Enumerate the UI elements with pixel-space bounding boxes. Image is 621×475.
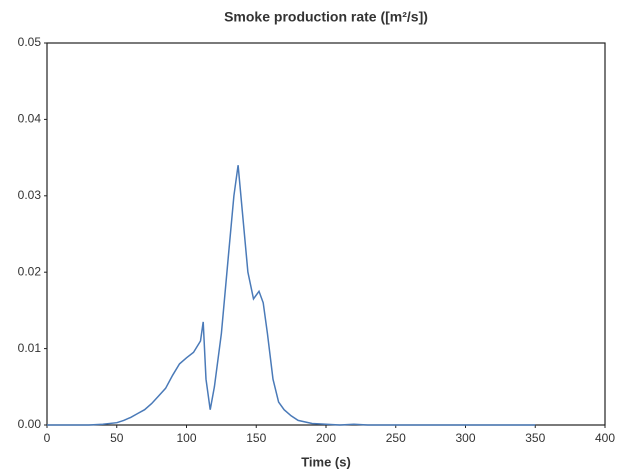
y-tick-label: 0.05 xyxy=(18,35,42,49)
data-line xyxy=(47,165,536,426)
x-tick-label: 50 xyxy=(110,431,124,445)
x-tick-label: 200 xyxy=(316,431,336,445)
x-axis-label: Time (s) xyxy=(301,454,351,469)
y-tick-label: 0.00 xyxy=(18,417,42,431)
x-tick-label: 150 xyxy=(246,431,266,445)
y-tick-label: 0.04 xyxy=(18,112,42,126)
plot-frame xyxy=(46,42,606,426)
y-tick-label: 0.01 xyxy=(18,341,42,355)
x-tick-label: 400 xyxy=(595,431,615,445)
x-tick-label: 100 xyxy=(176,431,196,445)
x-tick-label: 300 xyxy=(455,431,475,445)
x-tick-label: 0 xyxy=(44,431,51,445)
x-tick-label: 250 xyxy=(386,431,406,445)
chart-title: Smoke production rate ([m²/s]) xyxy=(224,9,428,25)
y-tick-label: 0.02 xyxy=(18,264,42,278)
y-tick-label: 0.03 xyxy=(18,188,42,202)
x-tick-label: 350 xyxy=(525,431,545,445)
